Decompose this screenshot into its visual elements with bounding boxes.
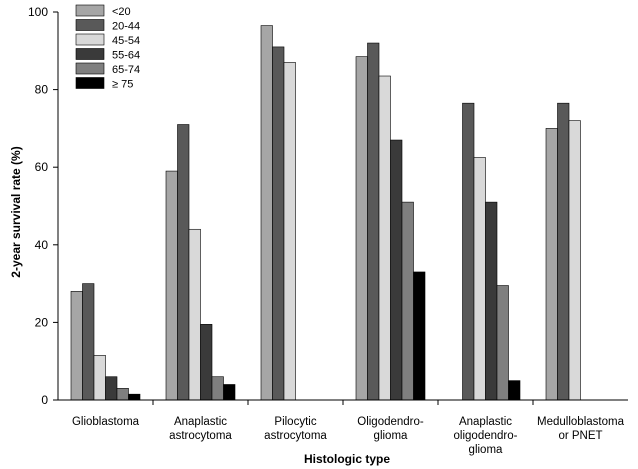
legend-label: 55-64 xyxy=(112,50,140,62)
y-tick-label: 100 xyxy=(28,5,48,19)
bar-0-3 xyxy=(105,376,118,401)
bar-3-3 xyxy=(390,139,403,401)
x-axis-title: Histologic type xyxy=(304,452,390,466)
bar-1-1 xyxy=(177,124,190,401)
legend-swatch xyxy=(75,62,105,75)
y-axis-title: 2-year survival rate (%) xyxy=(9,146,23,277)
category-label: glioma xyxy=(374,430,408,442)
legend-swatch xyxy=(75,33,105,46)
bar-2-1 xyxy=(272,46,285,401)
bar-3-5 xyxy=(413,271,426,401)
legend-swatch xyxy=(75,19,105,31)
category-label: astrocytoma xyxy=(169,430,232,442)
category-label: Oligodendro- xyxy=(357,416,424,428)
category-label: astrocytoma xyxy=(264,430,327,442)
bar-0-1 xyxy=(82,283,95,401)
category-label: or PNET xyxy=(558,430,602,442)
axes-layer xyxy=(57,12,628,401)
bar-1-2 xyxy=(188,228,201,401)
bar-5-0 xyxy=(545,128,558,401)
legend-label: 45-54 xyxy=(112,35,140,47)
bar-0-5 xyxy=(128,393,141,401)
bar-4-5 xyxy=(508,380,521,401)
bar-4-3 xyxy=(485,201,498,401)
bar-2-0 xyxy=(260,25,273,401)
bar-5-1 xyxy=(557,102,570,401)
bar-1-0 xyxy=(165,170,178,401)
legend-swatch xyxy=(75,77,105,89)
legend-label: ≥ 75 xyxy=(112,79,133,91)
category-label: Anaplastic xyxy=(174,416,227,428)
bar-4-2 xyxy=(473,157,486,401)
y-tick-label: 0 xyxy=(41,393,48,407)
category-label: Medulloblastoma xyxy=(537,416,625,428)
category-label: Pilocytic xyxy=(274,416,316,428)
bar-1-5 xyxy=(223,384,236,401)
bar-4-4 xyxy=(496,285,509,401)
legend-label: 20-44 xyxy=(112,21,140,33)
category-label: Anaplastic xyxy=(459,416,512,428)
bar-0-0 xyxy=(70,291,83,401)
bar-1-3 xyxy=(200,324,213,401)
bar-5-2 xyxy=(568,120,581,401)
legend-swatch xyxy=(75,48,105,60)
y-tick-label: 80 xyxy=(35,83,49,97)
legend-swatch xyxy=(75,4,105,17)
bar-2-2 xyxy=(283,62,296,401)
bar-3-4 xyxy=(401,201,414,401)
y-ticks: 0 20 40 60 80 100 xyxy=(28,5,58,407)
category-label: oligodendro- xyxy=(454,430,518,442)
category-label: glioma xyxy=(469,444,503,456)
legend: <20 20-44 45-54 55-64 65-74 ≥ 75 xyxy=(75,4,140,91)
bar-4-1 xyxy=(462,102,475,401)
legend-label: <20 xyxy=(112,6,131,18)
bar-1-4 xyxy=(211,376,224,401)
y-tick-label: 40 xyxy=(35,238,49,252)
bars-layer xyxy=(70,25,581,401)
bar-0-2 xyxy=(93,355,106,401)
legend-label: 65-74 xyxy=(112,64,140,76)
category-label: Glioblastoma xyxy=(72,416,140,428)
bar-3-0 xyxy=(355,56,368,401)
y-tick-label: 60 xyxy=(35,160,49,174)
x-category-labels: Glioblastoma Anaplastic astrocytoma Pilocyt… xyxy=(72,400,625,456)
bar-3-2 xyxy=(378,75,391,401)
bar-3-1 xyxy=(367,42,380,401)
bar-0-4 xyxy=(116,388,129,401)
y-tick-label: 20 xyxy=(35,315,49,329)
